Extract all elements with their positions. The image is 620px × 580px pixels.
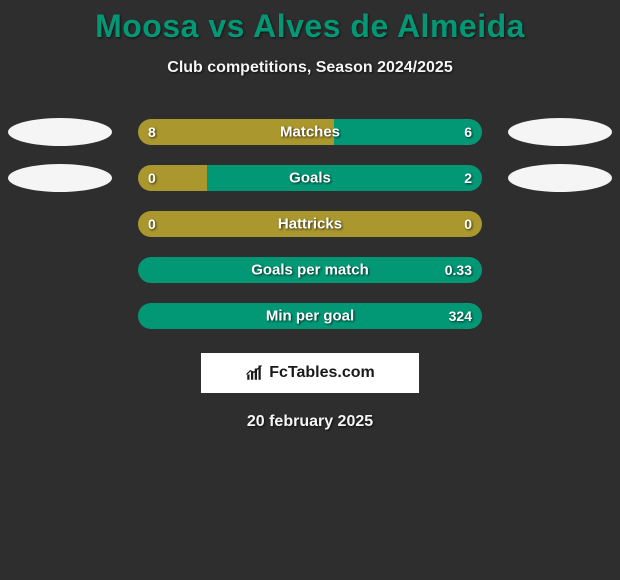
player-right-marker [508, 118, 612, 146]
stat-row: 00Hattricks [0, 201, 620, 247]
stats-comparison: 86Matches02Goals00Hattricks0.33Goals per… [0, 109, 620, 339]
stat-row: 0.33Goals per match [0, 247, 620, 293]
source-badge: FcTables.com [201, 353, 419, 393]
stat-bar-right [334, 119, 482, 145]
stat-bar-left [138, 211, 482, 237]
stat-bar: 324Min per goal [138, 303, 482, 329]
page-title: Moosa vs Alves de Almeida [0, 0, 620, 45]
stat-bar-right [138, 303, 482, 329]
stat-bar-right [138, 257, 482, 283]
stat-row: 02Goals [0, 155, 620, 201]
stat-bar-right [207, 165, 482, 191]
stat-value-right: 324 [449, 308, 472, 324]
subtitle: Club competitions, Season 2024/2025 [0, 59, 620, 77]
stat-bar: 86Matches [138, 119, 482, 145]
stat-value-left: 8 [148, 124, 156, 140]
stat-row: 324Min per goal [0, 293, 620, 339]
stat-row: 86Matches [0, 109, 620, 155]
player-right-marker [508, 164, 612, 192]
source-badge-text: FcTables.com [269, 364, 375, 382]
stat-value-right: 6 [464, 124, 472, 140]
player-left-marker [8, 164, 112, 192]
chart-icon [245, 364, 263, 382]
stat-bar: 00Hattricks [138, 211, 482, 237]
stat-value-right: 2 [464, 170, 472, 186]
stat-bar-left [138, 119, 334, 145]
player-left-marker [8, 118, 112, 146]
stat-value-left: 0 [148, 170, 156, 186]
stat-value-left: 0 [148, 216, 156, 232]
date-line: 20 february 2025 [0, 413, 620, 431]
stat-bar: 0.33Goals per match [138, 257, 482, 283]
stat-value-right: 0.33 [445, 262, 472, 278]
stat-value-right: 0 [464, 216, 472, 232]
stat-bar: 02Goals [138, 165, 482, 191]
